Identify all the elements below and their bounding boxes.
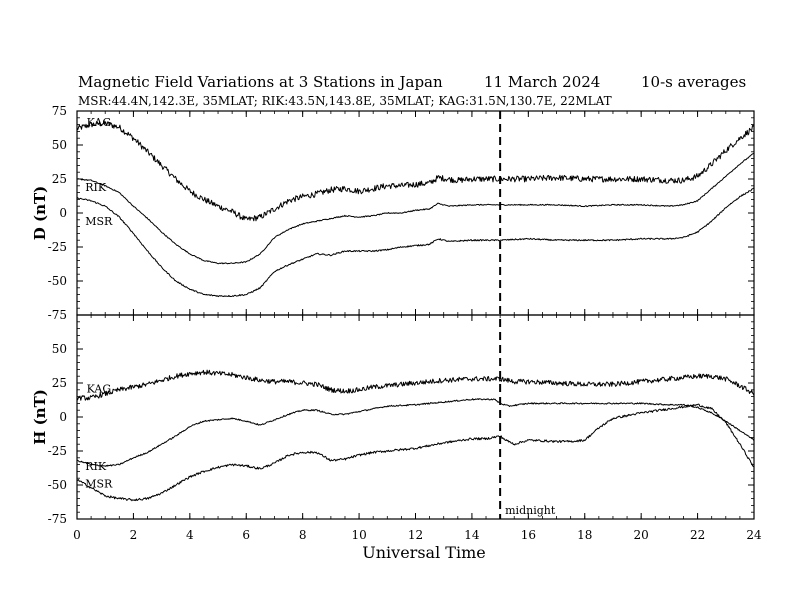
y-tick-label: -75 <box>48 512 67 526</box>
series-line-msr <box>76 187 755 298</box>
chart-title-averaging: 10-s averages <box>641 73 746 91</box>
x-tick-label: 6 <box>242 528 250 542</box>
y-axis-label: D (nT) <box>31 186 49 241</box>
series-label-kag: KAG <box>87 116 112 129</box>
series-label-rik: RIK <box>85 460 107 473</box>
y-axis-label: H (nT) <box>31 389 49 445</box>
panels-group: -75 -50 -25 0 25 50 75 D (nT) KAG RIK MSR -75 -50 -25… <box>31 104 762 542</box>
midnight-label: midnight <box>505 504 556 517</box>
x-tick-label: 12 <box>408 528 423 542</box>
series-label-msr: MSR <box>85 215 113 228</box>
y-tick-label: 25 <box>52 376 67 390</box>
series-label-kag: KAG <box>87 382 112 395</box>
y-tick-label: -25 <box>48 444 67 458</box>
x-tick-label: 14 <box>464 528 480 542</box>
y-tick-label: -25 <box>48 240 67 254</box>
chart-subtitle: MSR:44.4N,142.3E, 35MLAT; RIK:43.5N,143.… <box>78 94 612 108</box>
chart-title-date: 11 March 2024 <box>484 73 600 91</box>
y-tick-label: 75 <box>52 104 67 118</box>
y-tick-label: 25 <box>52 172 67 186</box>
y-tick-label: 50 <box>52 138 67 152</box>
x-tick-label: 10 <box>351 528 366 542</box>
x-tick-label: 0 <box>73 528 81 542</box>
series-line-rik <box>76 398 755 467</box>
x-tick-label: 4 <box>186 528 194 542</box>
panel-frame <box>76 110 755 316</box>
panel-frame <box>76 314 755 520</box>
y-tick-label: -75 <box>48 308 67 322</box>
chart-title-main: Magnetic Field Variations at 3 Stations … <box>78 73 443 91</box>
series-line-kag <box>76 120 755 222</box>
series-line-kag <box>76 369 755 401</box>
x-tick-label: 24 <box>746 528 762 542</box>
x-tick-label: 8 <box>299 528 307 542</box>
series-label-rik: RIK <box>85 181 107 194</box>
x-tick-label: 2 <box>130 528 138 542</box>
y-tick-label: -50 <box>48 274 67 288</box>
y-tick-label: 50 <box>52 342 67 356</box>
y-tick-label: 0 <box>59 410 67 424</box>
x-tick-label: 16 <box>521 528 536 542</box>
panel-h: -75 -50 -25 0 25 50 H (nT) KAG RIK MSR <box>31 314 755 526</box>
x-axis-label: Universal Time <box>362 543 485 562</box>
y-tick-label: -50 <box>48 478 67 492</box>
series-line-rik <box>76 152 755 265</box>
series-label-msr: MSR <box>85 478 113 491</box>
series-line-msr <box>76 403 755 502</box>
panel-d: -75 -50 -25 0 25 50 75 D (nT) KAG RIK MSR <box>31 104 755 322</box>
x-tick-label: 20 <box>634 528 649 542</box>
x-tick-label: 18 <box>577 528 592 542</box>
x-tick-label: 22 <box>690 528 705 542</box>
y-tick-label: 0 <box>59 206 67 220</box>
